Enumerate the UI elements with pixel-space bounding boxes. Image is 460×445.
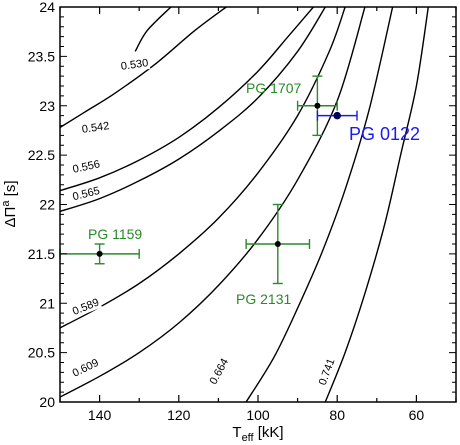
x-tick-label: 140 [88, 407, 112, 423]
mass-track-label: 0.530 [120, 57, 149, 73]
y-tick-label: 20.5 [28, 345, 55, 361]
mass-track-0.589 [60, 7, 346, 329]
y-tick-label: 22.5 [28, 147, 55, 163]
mass-track-0.556 [60, 7, 314, 192]
x-tick-label: 80 [329, 407, 345, 423]
star-pg-2131: PG 2131 [236, 203, 311, 307]
mass-track-0.741 [324, 7, 429, 402]
star-label: PG 2131 [236, 291, 291, 307]
mass-track-label: 0.609 [71, 357, 101, 380]
star-label: PG 1707 [246, 80, 301, 96]
x-tick-label: 60 [409, 407, 425, 423]
mass-track-0.530 [134, 7, 172, 52]
star-label: PG 1159 [88, 226, 142, 242]
plot-frame [59, 6, 457, 403]
mass-track-label: 0.741 [317, 357, 338, 387]
y-axis: 20 20.5 21 21.5 22 22.5 23 23.5 24 [28, 0, 456, 410]
mass-track-0.609 [60, 7, 366, 398]
y-tick-label: 22 [39, 197, 55, 213]
star-point [333, 111, 342, 120]
y-tick-label: 21.5 [28, 246, 55, 262]
mass-track-label: 0.664 [208, 357, 232, 387]
mass-track-group [60, 7, 429, 402]
y-tick-label: 24 [39, 0, 55, 15]
y-axis-label: ΔΠa [s] [0, 181, 19, 228]
mass-track-0.542 [60, 7, 227, 129]
y-tick-label: 23.5 [28, 48, 55, 64]
x-tick-label: 100 [246, 407, 270, 423]
mass-track-label: 0.556 [72, 158, 101, 175]
y-tick-label: 21 [39, 295, 55, 311]
star-point [314, 102, 321, 109]
mass-track-label: 0.542 [81, 120, 110, 136]
x-axis: 140 120 100 80 60 [59, 7, 457, 423]
mass-track-0.664 [245, 7, 394, 402]
y-tick-label: 23 [39, 98, 55, 114]
star-group: PG 1159 PG 2131 PG 1707 PG 0122 [59, 75, 420, 307]
star-label: PG 0122 [349, 124, 420, 144]
x-axis-label: Teff [kK] [232, 424, 283, 444]
star-pg-1707: PG 1707 [246, 75, 338, 137]
y-tick-label: 20 [39, 394, 55, 410]
x-tick-label: 120 [167, 407, 191, 423]
star-pg-0122: PG 0122 [316, 110, 420, 144]
mass-track-label: 0.565 [71, 185, 101, 203]
star-pg-1159: PG 1159 [59, 226, 142, 265]
star-point [274, 241, 281, 247]
mass-track-0.565 [60, 7, 326, 213]
star-point [96, 250, 103, 257]
